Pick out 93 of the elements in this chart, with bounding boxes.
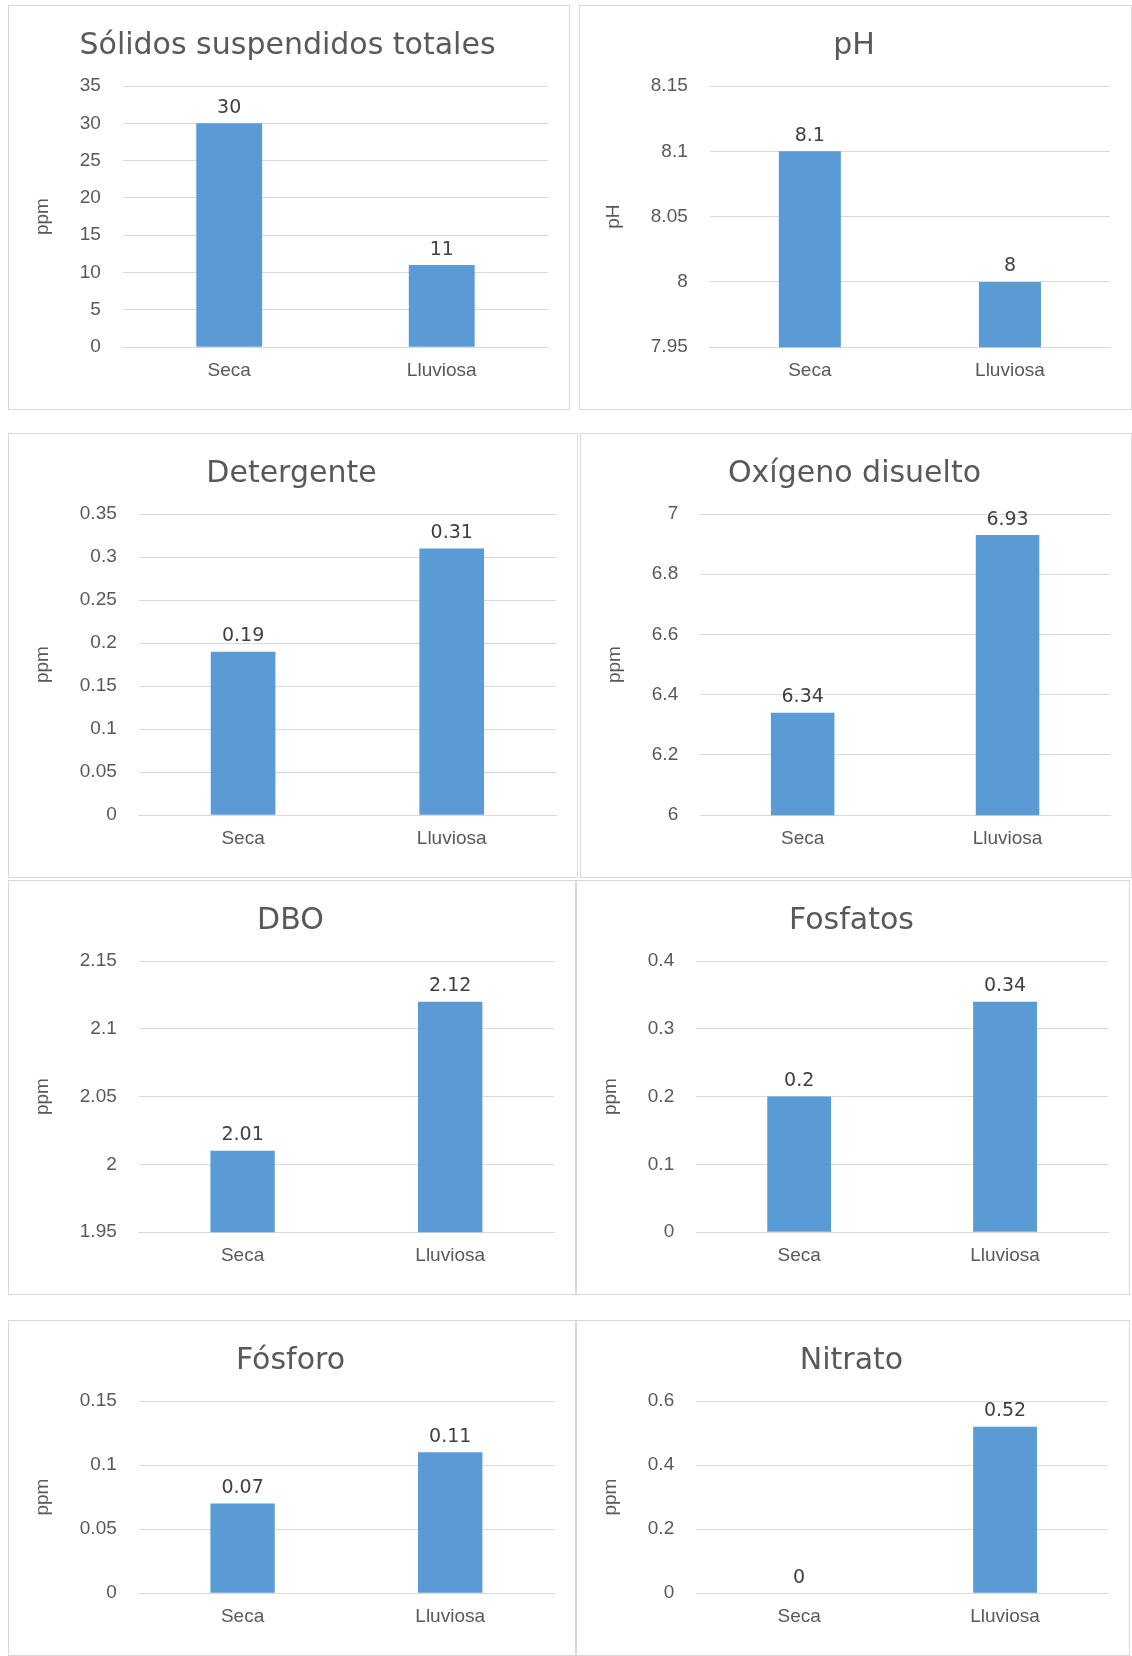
data-label: 0.07	[221, 1474, 264, 1497]
x-tick-label: Lluviosa	[415, 1604, 486, 1626]
x-tick-label: Seca	[220, 1604, 265, 1626]
data-label: 2.01	[221, 1122, 264, 1145]
chart-title: Nitrato	[799, 1340, 904, 1376]
y-tick-label: 0.2	[647, 1084, 675, 1106]
y-tick-label: 0.1	[647, 1152, 675, 1174]
y-tick-label: 7	[667, 502, 679, 524]
data-label: 0.34	[983, 973, 1027, 996]
y-tick-label: 0	[106, 1581, 117, 1603]
x-tick-label: Seca	[207, 358, 252, 380]
y-tick-label: 0.05	[79, 760, 117, 782]
y-tick-label: 0.4	[647, 949, 675, 971]
chart-title: pH	[833, 25, 875, 61]
y-tick-label: 0.6	[647, 1389, 675, 1411]
y-axis-title: ppm	[30, 1078, 52, 1116]
y-tick-label: 0.1	[90, 1453, 117, 1475]
data-label: 0.52	[983, 1398, 1027, 1421]
y-axis-title: ppm	[598, 1078, 620, 1116]
data-label: 2.12	[429, 973, 472, 996]
data-label: 6.34	[781, 684, 824, 707]
x-tick-label: Seca	[788, 358, 832, 380]
y-tick-label: 0.35	[79, 502, 117, 524]
data-label: 8	[1003, 253, 1016, 276]
y-tick-label: 6.8	[651, 562, 679, 584]
y-tick-label: 8.15	[650, 74, 688, 96]
x-tick-label: Seca	[221, 826, 266, 848]
data-label: 0.19	[221, 623, 265, 646]
y-tick-label: 6.2	[651, 743, 679, 765]
y-axis-title: ppm	[30, 646, 52, 684]
x-tick-label: Lluviosa	[972, 826, 1043, 848]
y-tick-label: 0	[663, 1220, 675, 1242]
x-tick-label: Lluviosa	[970, 1604, 1041, 1626]
x-tick-label: Seca	[220, 1243, 265, 1265]
y-tick-label: 8.1	[661, 139, 688, 161]
chart-title: Fosfatos	[789, 900, 914, 936]
y-tick-label: 0	[663, 1581, 675, 1603]
y-tick-label: 20	[79, 186, 101, 208]
chart-title: DBO	[257, 900, 324, 936]
chart-title: Detergente	[206, 453, 377, 489]
data-label: 0.31	[430, 519, 473, 542]
chart-title: Oxígeno disuelto	[727, 453, 982, 489]
y-tick-label: 6	[667, 803, 679, 825]
y-tick-label: 0.15	[79, 674, 117, 696]
y-tick-label: 5	[90, 298, 101, 320]
x-tick-label: Lluviosa	[975, 358, 1046, 380]
data-label: 0.2	[784, 1068, 815, 1091]
x-tick-label: Lluviosa	[970, 1243, 1041, 1265]
y-tick-label: 10	[79, 260, 101, 282]
data-label: 0	[793, 1564, 806, 1587]
data-label: 11	[429, 236, 454, 259]
x-tick-label: Seca	[777, 1604, 822, 1626]
x-tick-label: Lluviosa	[416, 826, 487, 848]
y-tick-label: 8.05	[650, 204, 688, 226]
y-tick-label: 1.95	[79, 1220, 117, 1242]
y-tick-label: 8	[677, 270, 688, 292]
y-tick-label: 0.2	[90, 631, 117, 653]
data-label: 30	[217, 94, 242, 117]
y-tick-label: 0.15	[79, 1389, 117, 1411]
y-tick-label: 0.1	[90, 717, 117, 739]
y-axis-title: ppm	[598, 1478, 620, 1516]
y-tick-label: 2.1	[90, 1017, 117, 1039]
y-tick-label: 15	[79, 223, 101, 245]
y-axis-title: ppm	[30, 1478, 52, 1516]
data-label: 6.93	[986, 506, 1029, 529]
y-tick-label: 0.3	[647, 1017, 675, 1039]
y-tick-label: 0.25	[79, 588, 117, 610]
y-tick-label: 0.05	[79, 1517, 117, 1539]
y-axis-title: pH	[601, 204, 623, 229]
y-tick-label: 2.05	[79, 1084, 117, 1106]
y-tick-label: 7.95	[650, 335, 688, 357]
y-tick-label: 30	[79, 111, 101, 133]
data-label: 0.11	[429, 1423, 472, 1446]
y-tick-label: 0.3	[90, 545, 117, 567]
x-tick-label: Lluviosa	[406, 358, 478, 380]
y-tick-label: 0	[106, 803, 117, 825]
y-tick-label: 0.2	[647, 1517, 675, 1539]
x-tick-label: Seca	[777, 1243, 822, 1265]
chart-title: Sólidos suspendidos totales	[79, 25, 496, 61]
y-tick-label: 6.4	[651, 682, 679, 704]
y-tick-label: 6.6	[651, 622, 679, 644]
chart-title: Fósforo	[235, 1340, 346, 1376]
x-tick-label: Lluviosa	[415, 1243, 486, 1265]
y-tick-label: 0	[90, 335, 101, 357]
y-axis-title: ppm	[602, 646, 624, 684]
y-axis-title: ppm	[30, 198, 52, 236]
y-tick-label: 35	[79, 74, 101, 96]
y-tick-label: 25	[79, 148, 101, 170]
data-label: 8.1	[794, 122, 825, 145]
y-tick-label: 0.4	[647, 1453, 675, 1475]
y-tick-label: 2	[106, 1152, 117, 1174]
y-tick-label: 2.15	[79, 949, 117, 971]
x-tick-label: Seca	[781, 826, 825, 848]
